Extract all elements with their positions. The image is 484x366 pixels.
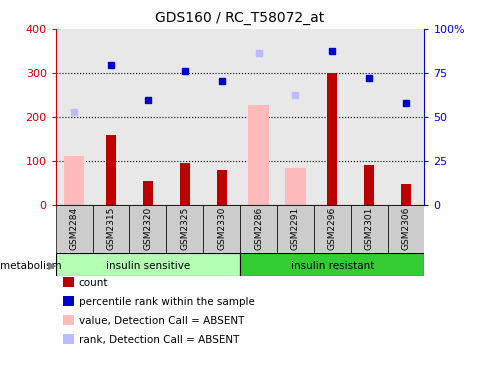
Text: GSM2330: GSM2330: [217, 207, 226, 250]
Text: insulin sensitive: insulin sensitive: [106, 261, 190, 270]
Bar: [106, 135, 116, 205]
Bar: [276, 205, 313, 253]
Text: GSM2301: GSM2301: [364, 207, 373, 250]
Text: ▶: ▶: [47, 261, 56, 270]
Bar: [313, 205, 350, 253]
Bar: [400, 184, 410, 205]
Bar: [129, 205, 166, 253]
Text: GSM2284: GSM2284: [70, 207, 78, 250]
Bar: [216, 170, 226, 205]
Bar: [180, 163, 189, 205]
Text: percentile rank within the sample: percentile rank within the sample: [78, 296, 254, 307]
Bar: [166, 205, 203, 253]
Text: count: count: [78, 277, 108, 288]
Bar: [285, 168, 305, 205]
Bar: [350, 205, 387, 253]
Bar: [387, 205, 424, 253]
Bar: [143, 181, 152, 205]
Text: insulin resistant: insulin resistant: [290, 261, 373, 270]
Text: GSM2286: GSM2286: [254, 207, 262, 250]
Text: metabolism: metabolism: [0, 261, 62, 270]
Bar: [327, 73, 336, 205]
Bar: [240, 205, 276, 253]
Bar: [56, 205, 92, 253]
Text: value, Detection Call = ABSENT: value, Detection Call = ABSENT: [78, 315, 243, 326]
Bar: [92, 205, 129, 253]
Text: GSM2325: GSM2325: [180, 207, 189, 250]
Bar: [363, 165, 373, 205]
Title: GDS160 / RC_T58072_at: GDS160 / RC_T58072_at: [155, 11, 324, 26]
Bar: [64, 156, 84, 205]
Bar: [56, 253, 240, 276]
Bar: [240, 253, 424, 276]
Text: GSM2306: GSM2306: [401, 207, 409, 250]
Text: GSM2296: GSM2296: [327, 207, 336, 250]
Text: GSM2320: GSM2320: [143, 207, 152, 250]
Text: rank, Detection Call = ABSENT: rank, Detection Call = ABSENT: [78, 335, 239, 345]
Text: GSM2315: GSM2315: [106, 207, 115, 250]
Bar: [248, 105, 268, 205]
Text: GSM2291: GSM2291: [290, 207, 299, 250]
Bar: [203, 205, 240, 253]
